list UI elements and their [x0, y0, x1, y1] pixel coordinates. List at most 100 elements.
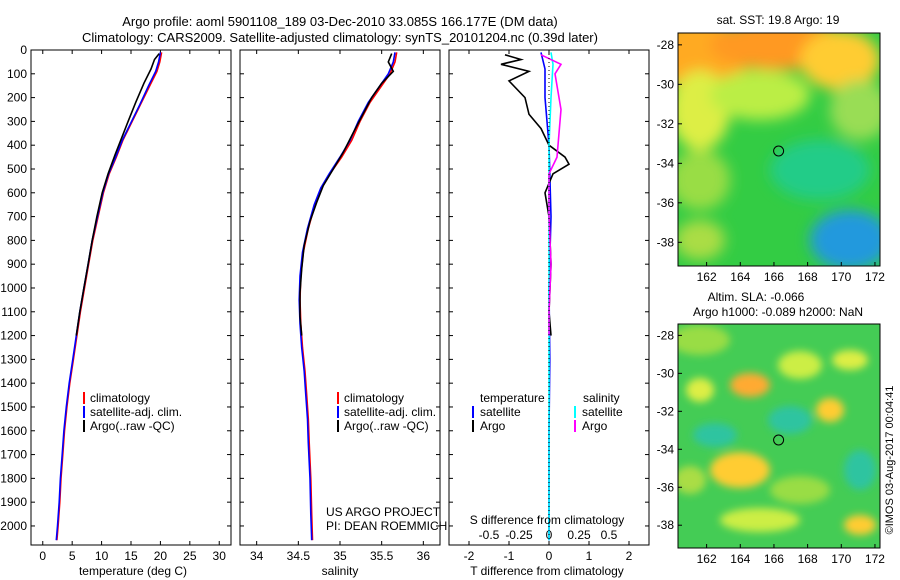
- legend-label-argo: Argo(..raw -QC): [90, 419, 175, 433]
- map-y-tick-label: -28: [657, 328, 675, 342]
- difference-legend: temperature salinity satellite Argo sate…: [472, 391, 623, 433]
- figure-title-line2: Climatology: CARS2009. Satellite-adjuste…: [82, 30, 598, 45]
- sla-map-title-line2: Argo h1000: -0.089 h2000: NaN: [693, 305, 863, 319]
- credit-pi: PI: DEAN ROEMMICH: [326, 519, 447, 533]
- temperature-xlabel: temperature (deg C): [79, 564, 187, 578]
- legend-label-climatology: climatology: [344, 391, 404, 405]
- map-x-tick-label: 164: [730, 552, 750, 566]
- x-tick-label: 35: [333, 549, 347, 563]
- figure-title-line1: Argo profile: aoml 5901108_189 03-Dec-20…: [122, 14, 558, 29]
- legend-label-satellite: satellite-adj. clim.: [90, 405, 182, 419]
- credit-project: US ARGO PROJECT: [326, 505, 441, 519]
- depth-tick-label: 900: [7, 257, 27, 271]
- x-tick-label: 25: [183, 549, 197, 563]
- x-tick-label: 34: [250, 549, 264, 563]
- imos-watermark: ©IMOS 03-Aug-2017 00:04:41: [884, 386, 896, 535]
- sst-map-title: sat. SST: 19.8 Argo: 19: [717, 13, 840, 27]
- map-x-tick-label: 162: [697, 552, 717, 566]
- x-tick-label: 30: [213, 549, 227, 563]
- x-tick-label: 20: [154, 549, 168, 563]
- salinity-legend: climatology satellite-adj. clim. Argo(..…: [337, 391, 436, 433]
- argo-location-marker-2: [773, 434, 785, 446]
- map-y-tick-label: -32: [657, 404, 675, 418]
- legend-label-T-argo: Argo: [480, 419, 506, 433]
- difference-xlabel-T: T difference from climatology: [470, 564, 624, 578]
- map-x-tick-label: 168: [798, 270, 818, 284]
- legend-title-salinity: salinity: [583, 391, 620, 405]
- map-x-tick-label: 162: [697, 270, 717, 284]
- depth-tick-label: 1600: [0, 424, 27, 438]
- x-tick-label-S: -0.25: [505, 528, 533, 542]
- x-tick-label: 36: [417, 549, 431, 563]
- map-y-tick-label: -38: [657, 235, 675, 249]
- depth-tick-label: 200: [7, 91, 27, 105]
- x-tick-label: 0: [546, 549, 553, 563]
- x-tick-label: 35.5: [370, 549, 394, 563]
- depth-axis-labels: 0 100 200 300 400 500 600 700 800 900 1000 1100 1200…: [0, 43, 649, 533]
- sst-map-frame: [677, 32, 881, 267]
- depth-tick-label: 100: [7, 67, 27, 81]
- map-y-tick-label: -28: [657, 38, 675, 52]
- difference-series: [500, 50, 571, 545]
- difference-xlabel-S: S difference from climatology: [470, 513, 625, 527]
- argo-location-marker: [773, 145, 785, 157]
- depth-tick-label: 400: [7, 138, 27, 152]
- x-tick-label-S: -0.5: [479, 528, 500, 542]
- depth-tick-label: 1100: [1, 305, 27, 319]
- depth-tick-label: 1800: [0, 471, 27, 485]
- depth-tick-label: 1200: [0, 329, 27, 343]
- map-x-tick-label: 170: [831, 270, 851, 284]
- depth-tick-label: 800: [7, 233, 27, 247]
- map-y-tick-label: -36: [657, 196, 675, 210]
- series-line-argo-raw-qc-: [299, 53, 395, 336]
- x-tick-label: -1: [504, 549, 515, 563]
- legend-label-argo: Argo(..raw -QC): [344, 419, 429, 433]
- salinity-axis-ticks: 34 34.5 35 35.5 36: [250, 50, 430, 563]
- x-tick-label: 2: [626, 549, 633, 563]
- x-tick-label: 15: [124, 549, 138, 563]
- sla-map-title-line1: Altim. SLA: -0.066: [708, 290, 805, 304]
- legend-label-climatology: climatology: [90, 391, 150, 405]
- series-line-argo-raw-qc-: [75, 53, 160, 336]
- map-x-tick-label: 166: [764, 552, 784, 566]
- depth-tick-label: 500: [7, 162, 27, 176]
- series-line-s-argo: [540, 54, 563, 336]
- sla-map-axis-ticks: 162 164 166 168 170 172 -28 -30 -32 -34 -36 -38: [657, 328, 886, 566]
- legend-label-S-argo: Argo: [582, 419, 608, 433]
- depth-tick-label: 1700: [0, 448, 27, 462]
- map-y-tick-label: -30: [657, 77, 675, 91]
- depth-tick-label: 1500: [0, 400, 27, 414]
- map-y-tick-label: -32: [657, 117, 675, 131]
- map-x-tick-label: 170: [831, 552, 851, 566]
- x-tick-label: -2: [464, 549, 475, 563]
- legend-title-temperature: temperature: [480, 391, 545, 405]
- map-y-tick-label: -30: [657, 366, 675, 380]
- sst-map: [678, 33, 880, 266]
- x-tick-label: 5: [69, 549, 76, 563]
- difference-axis-ticks: -2-1012-0.5-0.2500.250.5: [464, 50, 633, 563]
- map-x-tick-label: 166: [764, 270, 784, 284]
- x-tick-label: 10: [95, 549, 109, 563]
- map-y-tick-label: -34: [657, 442, 675, 456]
- legend-label-T-satellite: satellite: [480, 405, 521, 419]
- map-y-tick-label: -38: [657, 518, 675, 532]
- map-x-tick-label: 168: [798, 552, 818, 566]
- salinity-plot-frame: [239, 49, 441, 546]
- x-tick-label: 0: [39, 549, 46, 563]
- legend-label-S-satellite: satellite: [582, 405, 623, 419]
- map-y-tick-label: -36: [657, 480, 675, 494]
- depth-tick-label: 1000: [0, 281, 27, 295]
- temperature-plot-frame: [30, 49, 232, 546]
- depth-tick-label: 300: [7, 114, 27, 128]
- depth-tick-label: 2000: [0, 519, 27, 533]
- legend-label-satellite: satellite-adj. clim.: [344, 405, 436, 419]
- x-tick-label-S: 0.5: [601, 528, 618, 542]
- temperature-series: [55, 52, 163, 541]
- map-y-tick-label: -34: [657, 156, 675, 170]
- depth-tick-label: 700: [7, 210, 27, 224]
- salinity-xlabel: salinity: [322, 564, 359, 578]
- map-x-tick-label: 172: [865, 552, 885, 566]
- x-tick-label-S: 0.25: [567, 528, 591, 542]
- depth-tick-label: 0: [20, 43, 27, 57]
